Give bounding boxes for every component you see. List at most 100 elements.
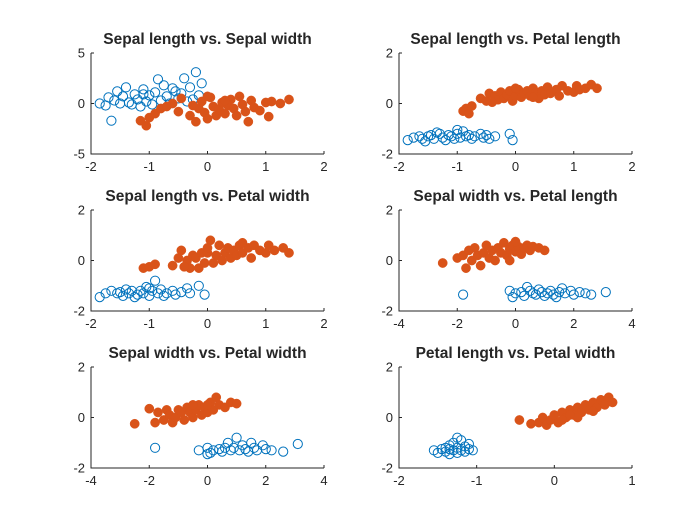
data-point [522, 281, 533, 293]
data-point [138, 84, 149, 95]
data-point [167, 83, 178, 94]
data-point [141, 120, 152, 131]
subplot-4: Sepal width vs. Petal length-4 -2 0 2 4-202 [381, 188, 635, 331]
x-tick-label: -2 [393, 473, 405, 488]
data-point [554, 91, 565, 101]
data-point [126, 99, 137, 110]
data-point [179, 73, 190, 84]
data-point [173, 106, 184, 117]
data-point [185, 110, 195, 121]
data-point [100, 288, 111, 299]
data-point [284, 94, 294, 105]
data-point [199, 289, 210, 300]
data-point [458, 126, 469, 137]
data-point [135, 101, 146, 112]
x-tick-label: 1 [628, 473, 635, 488]
y-tick-label: 0 [78, 96, 85, 111]
series-filled-dots [514, 392, 618, 430]
y-tick-label: 0 [386, 96, 393, 111]
subplot-5: Sepal width vs. Petal width-4 -2 0 2 4-202 [73, 345, 327, 488]
data-point [533, 284, 544, 295]
data-point [469, 131, 480, 142]
subplot-3: Sepal length vs. Petal width -2 -1 0 1 2 -2 0 2 [73, 188, 327, 331]
data-point [574, 287, 585, 298]
data-point [222, 437, 233, 448]
data-point [202, 442, 213, 453]
data-point [548, 289, 559, 300]
data-point [420, 136, 431, 147]
data-point [466, 133, 477, 144]
x-tick-label: 0 [204, 473, 211, 488]
x-tick-label: 2 [570, 316, 577, 331]
data-point [190, 67, 201, 78]
data-point [458, 289, 469, 300]
data-point [507, 292, 518, 303]
data-point [132, 289, 143, 300]
subplot-title: Sepal length vs. Petal length [410, 31, 620, 48]
data-point [257, 440, 268, 451]
data-point [193, 280, 204, 291]
data-point [167, 260, 178, 271]
x-tick-label: 1 [570, 159, 577, 174]
data-point [225, 445, 236, 456]
data-point [275, 98, 286, 109]
series-filled-dots [135, 91, 294, 131]
data-point [542, 288, 553, 299]
y-tick-label: 2 [386, 360, 393, 375]
data-point [592, 83, 602, 94]
y-tick-label: -2 [381, 147, 393, 162]
x-tick-label: 1 [262, 159, 269, 174]
data-point [269, 245, 280, 256]
data-point [147, 99, 158, 110]
data-point [220, 95, 230, 106]
data-point [449, 133, 460, 144]
data-point [161, 91, 172, 102]
data-point [176, 93, 187, 104]
data-point [463, 444, 474, 455]
data-point [255, 105, 265, 116]
data-point [150, 259, 160, 270]
x-tick-label: 2 [320, 316, 327, 331]
data-point [237, 237, 248, 248]
data-point [414, 131, 425, 142]
data-point [117, 290, 129, 301]
x-tick-label: -1 [143, 159, 155, 174]
x-tick-label: 4 [628, 316, 635, 331]
data-point [490, 131, 501, 142]
data-point [144, 90, 155, 101]
data-point [144, 403, 155, 414]
data-point [463, 130, 474, 141]
series-filled-dots [458, 79, 602, 119]
data-point [557, 415, 567, 425]
data-point [437, 258, 448, 268]
data-point [109, 95, 120, 106]
data-point [475, 128, 486, 139]
data-point [251, 445, 263, 456]
data-point [158, 80, 169, 91]
y-tick-label: -2 [381, 461, 393, 476]
data-point [188, 100, 198, 111]
data-point [94, 292, 105, 303]
data-point [120, 82, 132, 93]
x-tick-label: -2 [393, 159, 405, 174]
y-tick-label: -2 [73, 461, 85, 476]
x-tick-label: -2 [143, 473, 155, 488]
data-point [461, 263, 471, 273]
data-point [170, 289, 181, 300]
data-point [510, 83, 521, 94]
subplot-title: Sepal width vs. Petal width [108, 345, 306, 362]
data-point [431, 127, 442, 138]
y-tick-label: -2 [73, 304, 85, 319]
data-point [432, 447, 443, 458]
data-point [179, 415, 190, 425]
data-point [214, 240, 225, 251]
data-point [106, 115, 117, 126]
subplot-2: Sepal length vs. Petal length -2 -1 0 1 2 -2 0 2 [381, 31, 635, 174]
data-point [260, 444, 271, 455]
data-point [240, 106, 251, 117]
data-point [408, 132, 419, 143]
data-point [292, 438, 303, 450]
data-point [184, 82, 196, 93]
x-tick-label: -4 [393, 316, 405, 331]
